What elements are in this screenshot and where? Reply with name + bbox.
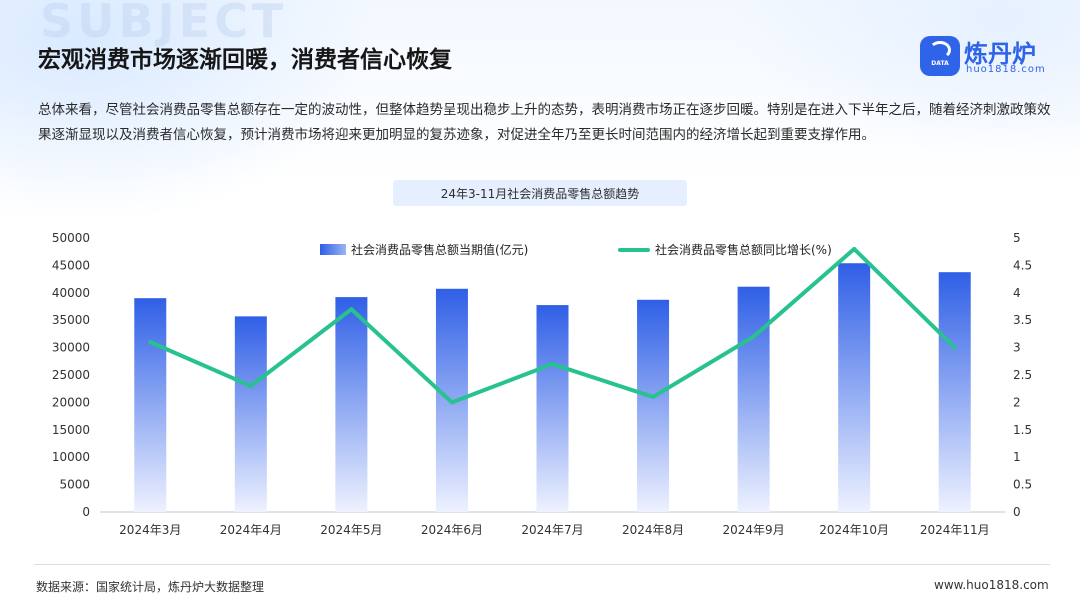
swirl-icon <box>929 41 951 59</box>
bar[interactable] <box>335 297 368 512</box>
bars-layer <box>134 263 971 512</box>
line-point[interactable] <box>349 307 354 312</box>
y-right-tick-label: 4 <box>1013 286 1021 300</box>
y-right-tick-label: 0 <box>1013 505 1021 519</box>
bar[interactable] <box>938 272 971 512</box>
logo-badge-text: DATA <box>931 60 949 67</box>
x-tick-label: 2024年8月 <box>622 523 684 537</box>
line-layer <box>148 246 957 405</box>
brand-logo[interactable]: DATA 炼丹炉 huo1818.com <box>920 36 1060 82</box>
y-right-tick-label: 4.5 <box>1013 258 1032 272</box>
line-point[interactable] <box>550 362 555 367</box>
bar[interactable] <box>737 286 770 512</box>
legend-layer: 社会消费品零售总额当期值(亿元) 社会消费品零售总额同比增长(%) <box>320 242 832 257</box>
y-right-tick-label: 2.5 <box>1013 368 1032 382</box>
y-right-tick-label: 5 <box>1013 231 1021 245</box>
bar[interactable] <box>536 305 569 512</box>
line-point[interactable] <box>651 394 656 399</box>
line-point[interactable] <box>852 246 857 251</box>
x-tick-label: 2024年6月 <box>421 523 483 537</box>
line-point[interactable] <box>248 383 253 388</box>
legend-bar-label: 社会消费品零售总额当期值(亿元) <box>351 242 528 257</box>
intro-paragraph: 总体来看，尽管社会消费品零售总额存在一定的波动性，但整体趋势呈现出稳步上升的态势… <box>38 102 1051 143</box>
legend-line-label: 社会消费品零售总额同比增长(%) <box>655 242 832 257</box>
y-left-tick-label: 40000 <box>52 286 90 300</box>
bar[interactable] <box>637 299 670 512</box>
y-right-tick-label: 2 <box>1013 395 1021 409</box>
y-right-tick-label: 3.5 <box>1013 313 1032 327</box>
logo-url: huo1818.com <box>966 64 1046 75</box>
x-tick-label: 2024年11月 <box>920 523 990 537</box>
y-right-tick-label: 0.5 <box>1013 478 1032 492</box>
page-title: 宏观消费市场逐渐回暖，消费者信心恢复 <box>38 47 452 73</box>
y-left-tick-label: 25000 <box>52 368 90 382</box>
y-left-tick-label: 10000 <box>52 450 90 464</box>
data-source: 数据来源：国家统计局，炼丹炉大数据整理 <box>36 580 265 594</box>
y-left-tick-label: 35000 <box>52 313 90 327</box>
y-left-tick-label: 30000 <box>52 341 90 355</box>
x-tick-label: 2024年4月 <box>220 523 282 537</box>
x-tick-label: 2024年7月 <box>521 523 583 537</box>
logo-badge-icon: DATA <box>920 36 960 76</box>
footer-divider <box>34 564 1050 565</box>
line-point[interactable] <box>952 345 957 350</box>
bar[interactable] <box>234 316 267 512</box>
logo-name: 炼丹炉 <box>964 40 1036 68</box>
y-left-tick-label: 20000 <box>52 395 90 409</box>
y-left-tick-label: 45000 <box>52 258 90 272</box>
watermark-word: SUBJECT <box>40 0 288 48</box>
legend-bar-swatch <box>320 244 346 255</box>
y-right-tick-label: 1.5 <box>1013 423 1032 437</box>
site-link[interactable]: www.huo1818.com <box>934 578 1049 592</box>
bar[interactable] <box>838 263 871 512</box>
y-left-tick-label: 15000 <box>52 423 90 437</box>
line-point[interactable] <box>449 400 454 405</box>
chart-title-box: 24年3-11月社会消费品零售总额趋势 <box>393 180 687 206</box>
line-point[interactable] <box>751 334 756 339</box>
y-left-tick-label: 0 <box>82 505 90 519</box>
chart-title: 24年3-11月社会消费品零售总额趋势 <box>440 186 640 201</box>
line-point[interactable] <box>148 340 153 345</box>
y-right-tick-label: 3 <box>1013 341 1021 355</box>
y-left-tick-label: 5000 <box>59 478 90 492</box>
bar[interactable] <box>134 298 167 512</box>
x-tick-label: 2024年5月 <box>320 523 382 537</box>
x-tick-label: 2024年3月 <box>119 523 181 537</box>
x-tick-label: 2024年10月 <box>819 523 889 537</box>
y-right-tick-label: 1 <box>1013 450 1021 464</box>
y-left-tick-label: 50000 <box>52 231 90 245</box>
x-tick-label: 2024年9月 <box>723 523 785 537</box>
